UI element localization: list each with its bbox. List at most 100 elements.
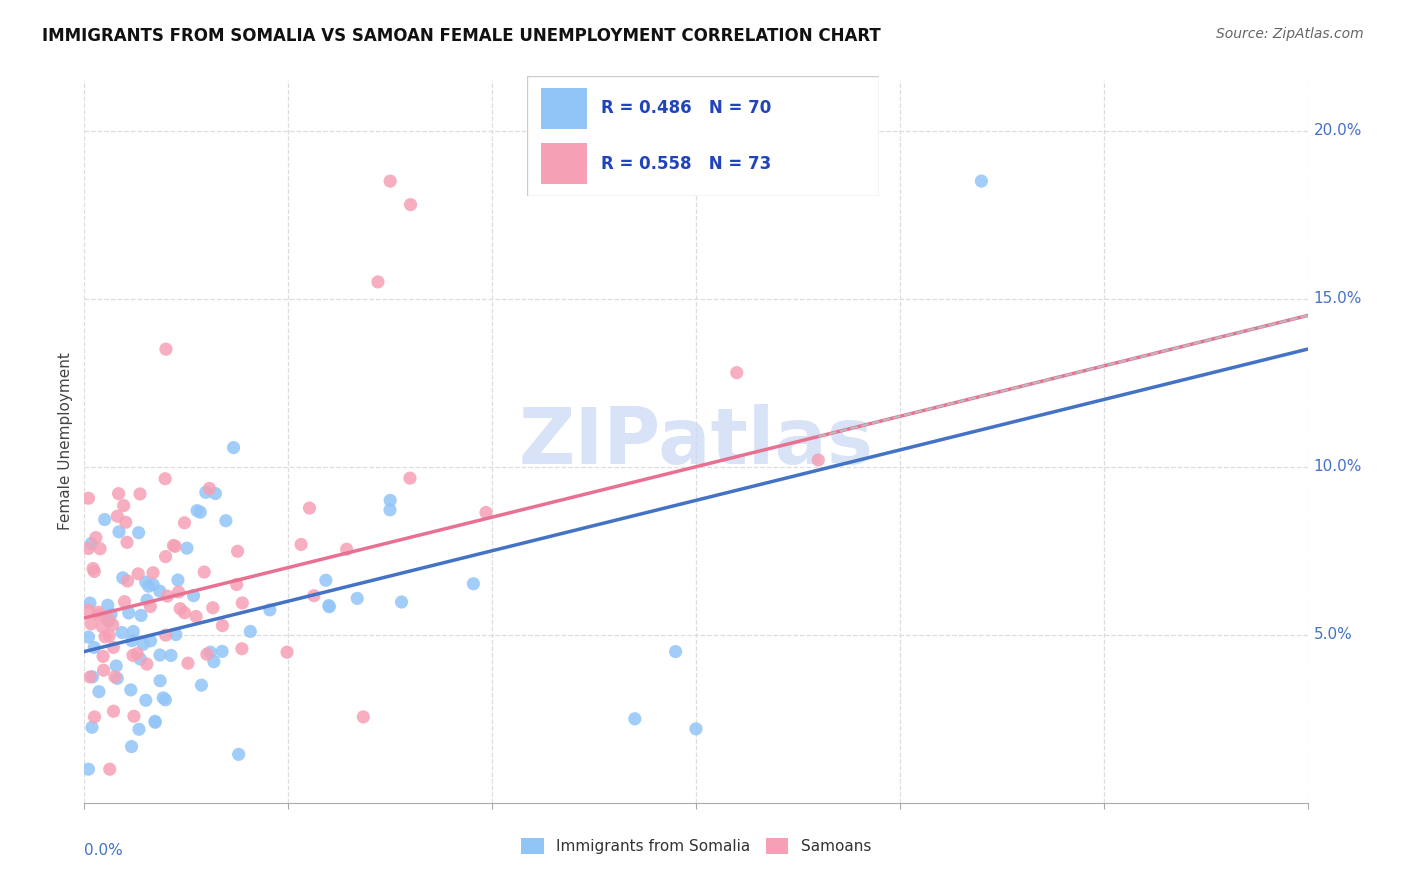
Y-axis label: Female Unemployment: Female Unemployment [58,352,73,531]
Point [80,720,103,734]
FancyBboxPatch shape [541,144,588,185]
Point [128,525,150,540]
Point [195,647,218,661]
Point [155,628,177,642]
Point [83,640,105,655]
Point [367,275,389,289]
Point [103,704,125,718]
Point [176,541,198,556]
Text: 0.0%: 0.0% [84,843,124,857]
Point [142,577,165,591]
Point [807,453,830,467]
Point [129,608,152,623]
Point [165,627,187,641]
Point [183,589,205,603]
Point [155,342,177,356]
Point [156,589,179,603]
Point [475,506,498,520]
Point [177,656,200,670]
Point [970,174,993,188]
Point [135,575,157,590]
Point [79,596,101,610]
Point [83,710,105,724]
Point [121,633,143,648]
Point [318,599,340,613]
Point [685,722,707,736]
Point [302,589,325,603]
Point [84,531,107,545]
Point [94,630,117,644]
Point [155,549,177,564]
Point [77,762,100,776]
Point [190,678,212,692]
Point [194,485,217,500]
Text: IMMIGRANTS FROM SOMALIA VS SAMOAN FEMALE UNEMPLOYMENT CORRELATION CHART: IMMIGRANTS FROM SOMALIA VS SAMOAN FEMALE… [42,27,882,45]
Point [153,472,176,486]
Point [111,625,134,640]
Point [162,539,184,553]
Text: 20.0%: 20.0% [1313,123,1362,138]
Point [77,541,100,556]
Point [112,499,135,513]
Point [228,747,250,762]
Point [352,710,374,724]
Point [82,561,104,575]
Point [98,762,121,776]
Point [193,565,215,579]
Point [103,640,125,655]
Point [77,603,100,617]
Point [122,709,145,723]
Point [378,503,401,517]
Point [399,197,422,211]
Point [139,633,162,648]
Point [215,514,238,528]
Point [115,535,138,549]
Text: Source: ZipAtlas.com: Source: ZipAtlas.com [1216,27,1364,41]
Point [201,600,224,615]
Point [336,542,359,557]
Point [127,566,149,581]
Point [225,577,247,591]
Point [129,487,152,501]
Point [118,606,141,620]
Point [198,482,221,496]
Point [82,670,104,684]
Point [77,491,100,506]
Point [129,652,152,666]
Point [101,617,124,632]
Point [79,670,101,684]
Point [107,486,129,500]
Point [104,670,127,684]
Point [87,608,110,623]
Point [132,637,155,651]
Point [173,516,195,530]
Point [120,682,142,697]
Text: R = 0.486   N = 70: R = 0.486 N = 70 [602,99,772,118]
Point [122,624,145,639]
Point [105,671,128,685]
Point [93,663,115,677]
Point [142,566,165,580]
FancyBboxPatch shape [541,87,588,128]
Point [184,609,207,624]
Point [87,684,110,698]
Legend: Immigrants from Somalia, Samoans: Immigrants from Somalia, Samoans [515,832,877,860]
Point [160,648,183,663]
Point [202,655,225,669]
Point [139,599,162,614]
Point [188,505,211,519]
Point [380,493,402,508]
Point [165,539,187,553]
Point [122,648,145,663]
Point [167,585,190,599]
Point [211,618,233,632]
Point [149,648,172,662]
Point [114,594,136,608]
Point [200,645,222,659]
Point [83,565,105,579]
Point [211,644,233,658]
Point [121,739,143,754]
Text: 15.0%: 15.0% [1313,291,1362,306]
Point [463,576,485,591]
Point [80,616,103,631]
